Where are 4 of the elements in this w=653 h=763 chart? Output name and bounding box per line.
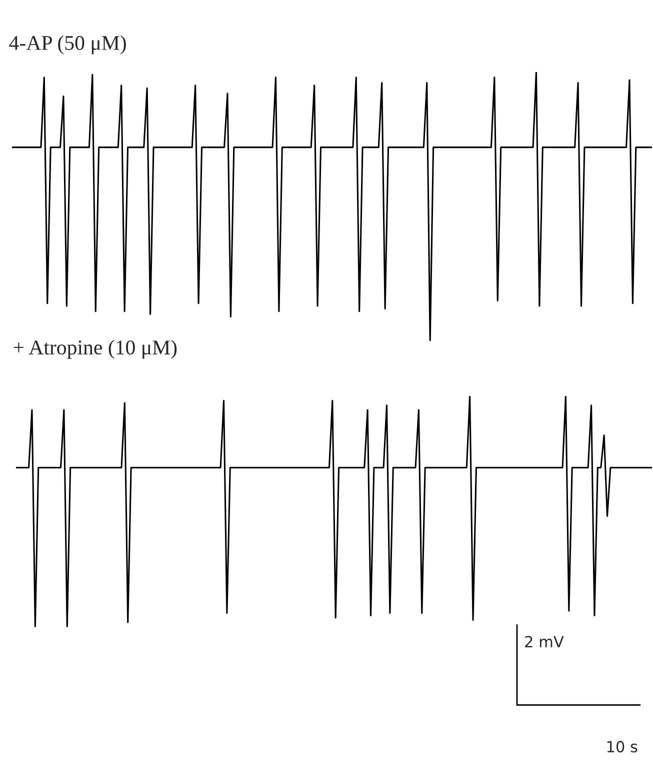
text: 2 mV bbox=[525, 636, 564, 648]
chart-title: + Atropine (10 μM) bbox=[14, 340, 177, 359]
text: 10 s bbox=[607, 740, 638, 752]
chart-title: 4-AP (50 μM) bbox=[9, 35, 126, 54]
